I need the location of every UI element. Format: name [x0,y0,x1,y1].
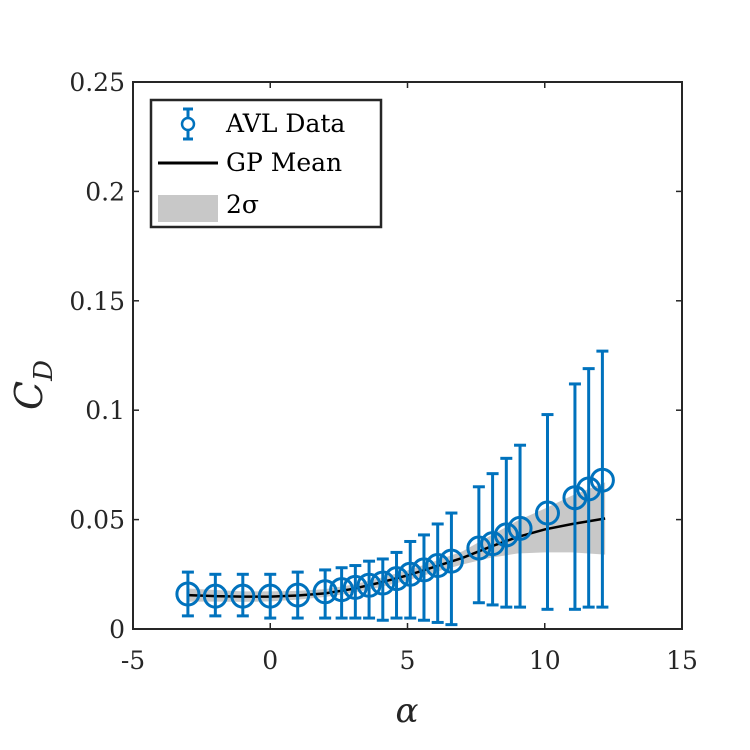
x-tick-label: 15 [666,646,698,675]
data-marker [576,476,602,502]
data-point [384,550,410,620]
data-marker [329,577,355,603]
data-point [175,570,201,618]
data-marker [384,566,410,592]
data-marker [425,553,451,579]
data-point [285,570,311,620]
data-marker [397,561,423,587]
data-marker [356,572,382,598]
y-tick-label: 0.15 [69,287,125,316]
data-point [397,539,423,620]
y-axis-label-main: C [7,381,51,410]
data-marker [534,500,560,526]
data-marker [562,485,588,511]
data-marker [493,522,519,548]
y-tick-label: 0.2 [85,177,125,206]
data-marker [480,531,506,557]
y-tick-label: 0.1 [85,396,125,425]
legend-label-avl-data: AVL Data [225,109,345,138]
data-point [534,413,560,611]
data-point [370,557,396,622]
data-point [589,349,615,609]
data-point [411,533,437,622]
data-point [312,568,338,620]
legend-band-icon [158,195,218,222]
legend-label-gp-mean: GP Mean [226,148,342,177]
data-point [562,382,588,611]
data-marker [370,570,396,596]
data-marker [589,467,615,493]
data-point [438,511,464,627]
data-marker [230,583,256,609]
data-point [342,564,368,620]
data-marker [438,548,464,574]
data-point [356,559,382,620]
data-marker [342,574,368,600]
data-marker [202,583,228,609]
y-tick-label: 0.25 [69,68,125,97]
y-axis-label-subscript: D [29,360,59,382]
data-point [425,522,451,624]
y-tick-label: 0 [109,615,125,644]
legend-circle-icon [180,116,196,132]
data-marker [175,581,201,607]
data-point [480,472,506,607]
y-tick-label: 0.05 [69,506,125,535]
legend-avl-marker [180,107,196,141]
y-axis-label: CD [7,360,59,410]
x-tick-label: 0 [262,646,278,675]
data-point [202,572,228,618]
avl-data-layer [175,349,615,627]
data-point [257,572,283,620]
data-point [466,485,492,605]
data-point [576,367,602,609]
x-tick-label: -5 [121,646,145,675]
data-point [507,443,533,609]
x-tick-label: 10 [529,646,561,675]
data-marker [312,579,338,605]
data-marker [507,515,533,541]
data-point [230,572,256,618]
x-axis-label: α [396,691,419,731]
data-marker [257,583,283,609]
data-point [493,456,519,609]
data-marker [285,582,311,608]
x-tick-label: 5 [400,646,416,675]
legend-label-2sigma: 2σ [226,190,259,219]
data-point [329,566,355,620]
legend: AVL Data GP Mean 2σ [149,98,383,229]
data-marker [466,535,492,561]
data-marker [411,557,437,583]
